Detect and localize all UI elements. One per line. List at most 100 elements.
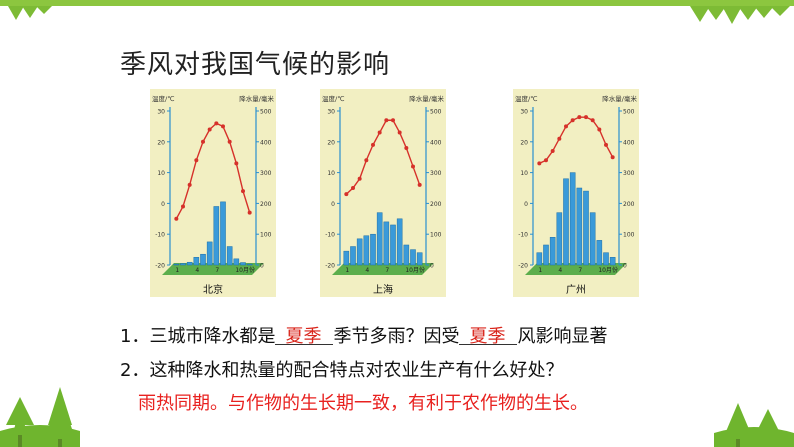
answer-text: 雨热同期。与作物的生长期一致，有利于农作物的生长。 xyxy=(138,393,588,414)
left-tick-label: 10 xyxy=(520,170,528,177)
left-tick-label: 20 xyxy=(520,139,528,146)
temperature-point xyxy=(207,127,212,132)
right-tick-label: 500 xyxy=(430,109,442,116)
x-tick-label: 7 xyxy=(385,267,389,274)
temperature-line xyxy=(539,116,614,164)
left-tick-label: -10 xyxy=(155,232,165,239)
right-tick-label: 300 xyxy=(623,170,635,177)
temperature-point xyxy=(537,161,542,166)
precip-bar xyxy=(563,178,569,266)
question-2: 2．这种降水和热量的配合特点对农业生产有什么好处？ xyxy=(120,360,564,381)
temperature-point xyxy=(357,176,362,181)
temperature-point xyxy=(384,118,389,123)
left-tick-label: 20 xyxy=(157,139,165,146)
right-tick-label: 300 xyxy=(430,170,442,177)
answer-blank-2-text: 夏季 xyxy=(469,326,506,347)
climate-chart-guangzhou: 30 20 10 0 -10 -20 500 400 300 200 100 0 温度/℃ 降水量/毫米 1… xyxy=(513,89,639,297)
precip-bar xyxy=(180,263,186,266)
left-tick-label: 30 xyxy=(157,109,165,116)
ground-plate xyxy=(525,263,627,275)
x-tick-label: 7 xyxy=(215,267,219,274)
left-tick-label: 10 xyxy=(157,170,165,177)
x-tick-label: 1 xyxy=(345,267,349,274)
temperature-point xyxy=(364,158,369,163)
x-tick-label: 1 xyxy=(538,267,542,274)
left-tick-label: 0 xyxy=(331,201,335,208)
city-label: 北京 xyxy=(203,283,223,296)
right-tick-label: 100 xyxy=(430,232,442,239)
temperature-point xyxy=(557,136,562,141)
precip-bar xyxy=(549,237,556,266)
right-tick-label: 400 xyxy=(623,139,635,146)
precip-bar xyxy=(173,263,180,266)
question-1-suffix: 风影响显著 xyxy=(517,326,608,347)
temperature-point xyxy=(604,142,608,147)
temperature-point xyxy=(247,210,252,215)
left-tick-label: 30 xyxy=(520,109,528,116)
temperature-point xyxy=(194,158,199,163)
left-tick-label: 10 xyxy=(327,170,335,177)
ground-plate xyxy=(332,263,434,275)
x-tick-label: 10月份 xyxy=(598,266,618,274)
temperature-point xyxy=(590,118,595,123)
answer-blank-2: 夏季 xyxy=(459,325,518,347)
precip-bar xyxy=(569,172,576,266)
temperature-point xyxy=(241,189,245,194)
right-tick-label: 0 xyxy=(430,263,434,270)
precip-bar xyxy=(213,206,220,266)
precip-bar xyxy=(240,262,246,266)
precip-bar xyxy=(596,240,603,266)
precip-bar xyxy=(416,252,423,266)
precip-bar xyxy=(246,263,253,266)
x-tick-label: 10月份 xyxy=(405,266,425,274)
precip-bar xyxy=(390,224,396,266)
precip-bar xyxy=(556,212,563,266)
x-tick-label: 4 xyxy=(365,267,369,274)
temperature-point xyxy=(404,145,409,150)
right-tick-label: 300 xyxy=(260,170,272,177)
precip-bar xyxy=(186,261,193,266)
temperature-point xyxy=(584,115,588,120)
left-tick-label: -10 xyxy=(325,232,335,239)
precip-bar xyxy=(356,238,363,266)
right-tick-label: 400 xyxy=(260,139,272,146)
precip-bar xyxy=(193,257,200,266)
x-tick-label: 1 xyxy=(175,267,179,274)
temperature-point xyxy=(544,158,548,163)
precip-bar xyxy=(220,201,226,266)
temperature-line xyxy=(345,119,421,195)
right-axis-title: 降水量/毫米 xyxy=(409,94,444,103)
climate-chart-beijing: 30 20 10 0 -10 -20 500 400 300 200 100 0 温度/℃ 降水量/毫米 1… xyxy=(150,89,276,297)
left-tick-label: 30 xyxy=(327,109,335,116)
bottom-decoration xyxy=(0,387,794,447)
left-tick-label: 0 xyxy=(161,201,165,208)
right-axis-title: 降水量/毫米 xyxy=(239,94,274,103)
precip-bar xyxy=(206,241,213,266)
left-axis-title: 温度/℃ xyxy=(322,94,345,103)
precip-bar xyxy=(403,244,410,266)
x-tick-label: 7 xyxy=(578,267,582,274)
precip-bar xyxy=(383,221,390,266)
temperature-line xyxy=(175,122,251,220)
right-tick-label: 100 xyxy=(623,232,635,239)
precip-bar xyxy=(609,257,616,266)
right-tick-label: 200 xyxy=(260,201,272,208)
answer-blank-1: 夏季 xyxy=(275,325,334,347)
right-tick-label: 400 xyxy=(430,139,442,146)
x-tick-label: 4 xyxy=(558,267,562,274)
temperature-point xyxy=(577,115,582,120)
x-tick-label: 10月份 xyxy=(235,266,255,274)
temperature-point xyxy=(371,142,375,147)
right-tick-label: 0 xyxy=(623,263,627,270)
precip-bar xyxy=(543,244,549,266)
right-tick-label: 500 xyxy=(623,109,635,116)
temperature-point xyxy=(550,149,555,154)
temperature-point xyxy=(351,186,355,190)
precip-bar xyxy=(343,250,350,266)
temperature-point xyxy=(391,118,395,123)
precip-bar xyxy=(396,218,403,266)
precip-bar xyxy=(226,246,233,266)
temperature-point xyxy=(181,204,185,209)
left-tick-label: -10 xyxy=(518,232,528,239)
